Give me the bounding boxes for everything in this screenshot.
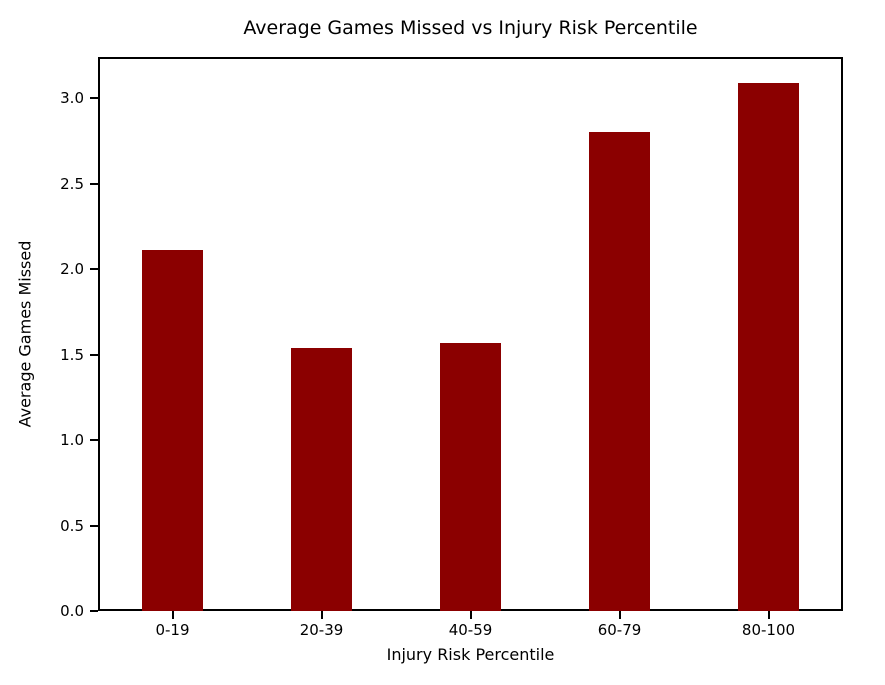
x-tick-label: 20-39 bbox=[299, 621, 344, 639]
y-tick-label: 3.0 bbox=[60, 89, 84, 108]
y-tick-mark bbox=[90, 353, 98, 356]
bar bbox=[291, 347, 352, 611]
y-tick-label: 2.0 bbox=[60, 260, 84, 279]
bar bbox=[738, 82, 799, 611]
x-tick-mark bbox=[618, 611, 621, 619]
y-tick-label: 1.5 bbox=[60, 345, 84, 364]
x-tick-label: 80-100 bbox=[741, 621, 796, 639]
y-tick-label: 0.5 bbox=[60, 516, 84, 535]
x-tick-label: 60-79 bbox=[597, 621, 642, 639]
x-tick-label: 0-19 bbox=[155, 621, 190, 639]
y-axis-label: Average Games Missed bbox=[15, 240, 35, 428]
x-tick-mark bbox=[320, 611, 323, 619]
x-axis-label: Injury Risk Percentile bbox=[386, 645, 555, 664]
x-tick-mark bbox=[767, 611, 770, 619]
y-tick-label: 2.5 bbox=[60, 174, 84, 193]
y-tick-label: 1.0 bbox=[60, 431, 84, 449]
y-tick-mark bbox=[90, 182, 98, 185]
y-tick-mark bbox=[90, 439, 98, 441]
y-tick-mark bbox=[90, 610, 98, 612]
y-tick-label: 0.0 bbox=[60, 602, 84, 620]
x-tick-label: 40-59 bbox=[448, 621, 493, 639]
bar bbox=[589, 132, 650, 611]
x-tick-mark bbox=[469, 611, 472, 619]
bar bbox=[142, 250, 203, 611]
x-tick-mark bbox=[171, 611, 174, 619]
bar bbox=[440, 342, 501, 611]
y-tick-mark bbox=[90, 524, 98, 527]
chart-title: Average Games Missed vs Injury Risk Perc… bbox=[243, 17, 698, 39]
y-tick-mark bbox=[90, 268, 98, 271]
y-tick-mark bbox=[90, 97, 98, 100]
